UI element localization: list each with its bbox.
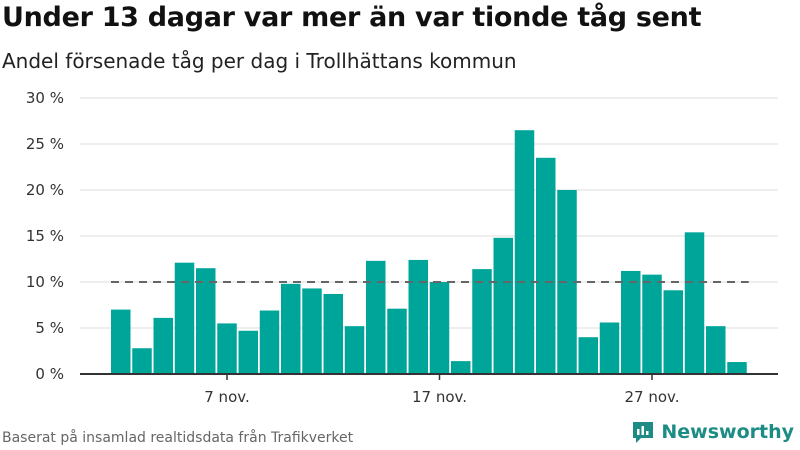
- bar: [132, 348, 152, 374]
- bar: [684, 232, 705, 374]
- bar: [514, 130, 535, 374]
- bar: [663, 290, 683, 374]
- bars: [111, 130, 747, 374]
- bar: [451, 361, 471, 374]
- x-tick-label: 27 nov.: [624, 388, 679, 406]
- y-tick-label: 15 %: [26, 227, 64, 245]
- y-tick-label: 0 %: [35, 365, 64, 383]
- brand-logo: Newsworthy: [631, 420, 794, 444]
- y-tick-label: 5 %: [35, 319, 64, 337]
- y-tick-label: 20 %: [26, 181, 64, 199]
- bar: [493, 237, 513, 374]
- bar: [153, 317, 173, 374]
- bar: [408, 259, 428, 374]
- bar: [196, 268, 216, 374]
- source-note: Baserat på insamlad realtidsdata från Tr…: [2, 430, 354, 446]
- y-axis-labels: 0 % 5 % 10 % 15 % 20 % 25 % 30 %: [26, 89, 64, 383]
- bar: [706, 326, 726, 374]
- chart-title: Under 13 dagar var mer än var tionde tåg…: [2, 2, 702, 33]
- bar: [111, 309, 131, 374]
- bar: [281, 283, 301, 374]
- newsworthy-icon: [633, 422, 654, 443]
- x-tick-label: 17 nov.: [412, 388, 467, 406]
- bar: [302, 288, 322, 374]
- bar: [472, 269, 492, 374]
- bar: [238, 330, 258, 374]
- bar: [387, 308, 407, 374]
- brand-name: Newsworthy: [661, 421, 794, 443]
- bar: [259, 310, 280, 374]
- bar: [217, 323, 237, 374]
- bar: [429, 282, 450, 374]
- bar: [642, 274, 662, 374]
- bar: [599, 322, 620, 374]
- bar: [578, 337, 598, 374]
- x-axis: 7 nov. 17 nov. 27 nov.: [80, 373, 778, 406]
- bar: [621, 270, 641, 374]
- bar: [536, 157, 556, 374]
- chart-subtitle: Andel försenade tåg per dag i Trollhätta…: [2, 49, 517, 73]
- bar: [174, 262, 195, 374]
- bar: [727, 362, 747, 374]
- y-tick-label: 10 %: [26, 273, 64, 291]
- y-tick-label: 30 %: [26, 89, 64, 107]
- bar: [366, 260, 386, 374]
- bar: [323, 293, 343, 374]
- bar: [344, 326, 365, 374]
- x-tick-label: 7 nov.: [204, 388, 249, 406]
- y-tick-label: 25 %: [26, 135, 64, 153]
